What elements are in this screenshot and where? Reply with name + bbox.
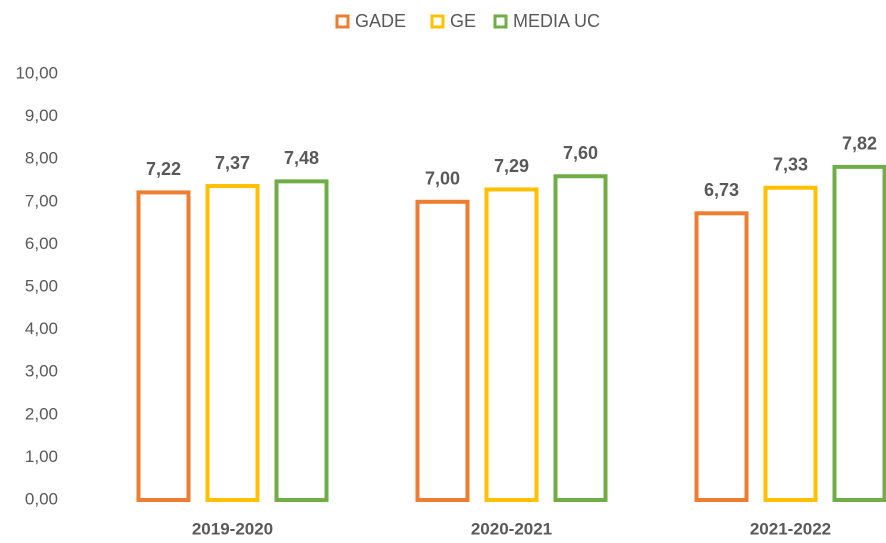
bar bbox=[274, 179, 329, 503]
bar bbox=[763, 185, 818, 502]
legend-swatch bbox=[430, 14, 445, 29]
bar bbox=[136, 190, 191, 502]
x-tick-label: 2021-2022 bbox=[750, 519, 831, 538]
bar bbox=[415, 199, 470, 503]
bar bbox=[832, 164, 886, 502]
value-label: 7,82 bbox=[842, 134, 877, 154]
value-label: 7,00 bbox=[425, 169, 460, 189]
value-label: 7,60 bbox=[563, 143, 598, 163]
y-tick-label: 3,00 bbox=[25, 362, 58, 381]
bar bbox=[205, 184, 260, 502]
y-tick-label: 7,00 bbox=[25, 191, 58, 210]
y-tick-label: 9,00 bbox=[25, 106, 58, 125]
y-tick-label: 1,00 bbox=[25, 447, 58, 466]
y-tick-label: 4,00 bbox=[25, 319, 58, 338]
legend-label: GE bbox=[450, 11, 476, 31]
bar bbox=[694, 211, 749, 502]
y-tick-label: 0,00 bbox=[25, 489, 58, 508]
value-label: 6,73 bbox=[704, 180, 739, 200]
value-label: 7,33 bbox=[773, 154, 808, 174]
y-tick-label: 8,00 bbox=[25, 149, 58, 168]
value-label: 7,29 bbox=[494, 156, 529, 176]
bar bbox=[553, 174, 608, 503]
y-tick-label: 5,00 bbox=[25, 276, 58, 295]
legend-swatch bbox=[493, 14, 508, 29]
x-tick-label: 2019-2020 bbox=[192, 519, 273, 538]
legend-label: GADE bbox=[355, 11, 406, 31]
value-label: 7,37 bbox=[215, 153, 250, 173]
value-label: 7,22 bbox=[146, 159, 181, 179]
y-tick-label: 6,00 bbox=[25, 234, 58, 253]
value-label: 7,48 bbox=[284, 148, 319, 168]
legend-label: MEDIA UC bbox=[513, 11, 600, 31]
x-tick-label: 2020-2021 bbox=[471, 519, 552, 538]
bar bbox=[484, 187, 539, 502]
y-tick-label: 2,00 bbox=[25, 404, 58, 423]
y-tick-label: 10,00 bbox=[15, 63, 58, 82]
legend-swatch bbox=[335, 14, 350, 29]
